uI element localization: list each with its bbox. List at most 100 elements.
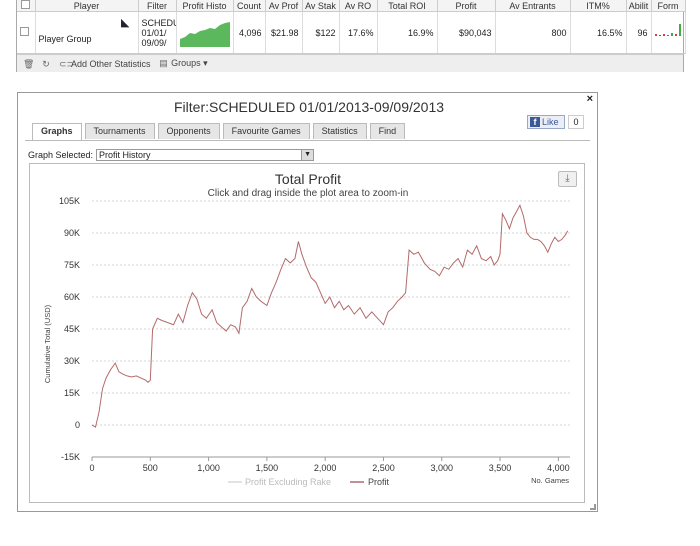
col-header-profit-histo[interactable]: Profit Histo: [176, 0, 234, 12]
total-roi-value: 16.9%: [377, 11, 438, 54]
col-header-total-roi[interactable]: Total ROI: [377, 0, 438, 12]
groups-icon: ▤: [159, 58, 168, 68]
col-header-ability[interactable]: Abilit: [626, 0, 652, 12]
form-mark: [670, 32, 673, 36]
stats-grid: Player Filter Profit Histo Count Av Prof…: [16, 0, 686, 72]
x-tick-label: 2,500: [372, 463, 395, 473]
col-header-form[interactable]: Form: [651, 0, 686, 12]
legend-profit[interactable]: Profit: [368, 477, 390, 487]
refresh-icon[interactable]: ↻: [42, 58, 50, 69]
filter-line-3: 09/09/: [141, 37, 167, 48]
stats-table: Player Filter Profit Histo Count Av Prof…: [17, 0, 686, 54]
form-mark: [674, 33, 677, 36]
popup-title-text: Filter:SCHEDULED 01/01/2013-09/09/2013: [174, 99, 445, 115]
x-tick-label: 4,000: [547, 463, 570, 473]
graph-popup-window: Filter:SCHEDULED 01/01/2013-09/09/2013 ×…: [17, 92, 598, 512]
itm-value: 16.5%: [570, 11, 627, 54]
form-sparkline[interactable]: [651, 11, 686, 54]
y-tick-label: 0: [75, 420, 80, 430]
col-header-profit[interactable]: Profit: [437, 0, 496, 12]
form-mark: [662, 33, 665, 36]
like-count: 0: [568, 115, 584, 129]
groups-button[interactable]: ▤ Groups ▾: [159, 58, 208, 69]
player-name: Player Group: [38, 33, 92, 44]
x-tick-label: 3,500: [489, 463, 512, 473]
av-profit-value: $21.98: [265, 11, 303, 54]
y-tick-label: 90K: [64, 228, 80, 238]
download-icon[interactable]: ⤓: [558, 171, 577, 187]
close-icon[interactable]: ×: [586, 93, 593, 105]
like-label: Like: [542, 117, 559, 127]
y-tick-label: 15K: [64, 388, 80, 398]
chart-legend: Profit Excluding Rake Profit: [228, 477, 390, 487]
av-entrants-value: 800: [495, 11, 571, 54]
col-header-av-profit[interactable]: Av Prof: [265, 0, 303, 12]
col-header-player[interactable]: Player: [35, 0, 139, 12]
col-header-av-entrants[interactable]: Av Entrants: [495, 0, 571, 12]
graph-selected-label: Graph Selected:: [28, 150, 94, 160]
form-mark: [678, 23, 681, 36]
y-tick-label: 75K: [64, 260, 80, 270]
col-header-av-stake[interactable]: Av Stak: [302, 0, 340, 12]
groups-label: Groups: [171, 58, 201, 68]
add-other-statistics-button[interactable]: ⊂⊃ Add Other Statistics: [59, 59, 151, 69]
link-icon: ⊂⊃: [59, 58, 75, 69]
row-checkbox[interactable]: [20, 27, 29, 36]
y-axis-label: Cumulative Total (USD): [43, 304, 52, 383]
form-mark: [666, 34, 669, 36]
x-tick-label: 0: [89, 463, 94, 473]
profit-histo-sparkline[interactable]: [176, 11, 234, 54]
chart-subtitle: Click and drag inside the plot area to z…: [208, 188, 409, 199]
col-header-itm[interactable]: ITM%: [570, 0, 627, 12]
trash-icon[interactable]: 🗑: [23, 58, 35, 69]
chart-grid: [92, 200, 570, 458]
tab-favourite-games[interactable]: Favourite Games: [222, 123, 310, 139]
chevron-down-icon[interactable]: ▼: [301, 150, 314, 160]
tab-bar: Graphs Tournaments Opponents Favourite G…: [32, 123, 406, 140]
y-tick-label: 30K: [64, 356, 80, 366]
dropdown-arrow-icon: ▾: [203, 58, 208, 68]
tab-tournaments[interactable]: Tournaments: [84, 123, 155, 139]
sparkline-area: [179, 21, 230, 47]
col-header-count[interactable]: Count: [233, 0, 266, 12]
filter-line-1: SCHEDU: [141, 17, 176, 28]
y-tick-label: 105K: [59, 196, 80, 206]
table-row[interactable]: Player Group ◣ SCHEDU 01/01/ 09/09/ 4,09…: [17, 11, 686, 54]
add-stats-label: Add Other Statistics: [71, 58, 151, 69]
y-axis-ticks: -15K 0 15K 30K 45K 60K 75K 90K 105K: [59, 196, 80, 462]
filter-cell: SCHEDU 01/01/ 09/09/: [138, 11, 177, 54]
tab-find[interactable]: Find: [369, 123, 406, 139]
tab-divider: [25, 140, 590, 141]
tab-statistics[interactable]: Statistics: [312, 123, 367, 139]
facebook-icon: f: [530, 117, 540, 127]
facebook-like-button[interactable]: f Like: [527, 115, 565, 129]
tab-opponents[interactable]: Opponents: [157, 123, 220, 139]
col-header-filter[interactable]: Filter: [138, 0, 177, 12]
graph-select-value: Profit History: [99, 150, 151, 160]
profit-value: $90,043: [437, 11, 496, 54]
select-all-checkbox[interactable]: [21, 0, 31, 9]
resize-handle[interactable]: [590, 504, 596, 510]
x-tick-label: 1,500: [256, 463, 279, 473]
x-tick-label: 1,000: [197, 463, 220, 473]
chart-svg[interactable]: Total Profit Click and drag inside the p…: [30, 164, 586, 504]
col-header-av-roi[interactable]: Av RO: [339, 0, 378, 12]
profit-series-line[interactable]: [91, 204, 569, 428]
tab-graphs[interactable]: Graphs: [32, 123, 82, 140]
av-stake-value: $122: [302, 11, 340, 54]
av-roi-value: 17.6%: [339, 11, 378, 54]
count-value: 4,096: [233, 11, 266, 54]
filter-line-2: 01/01/: [141, 27, 167, 38]
x-tick-label: 500: [143, 463, 158, 473]
legend-profit-excl-rake[interactable]: Profit Excluding Rake: [245, 477, 331, 487]
popup-title: Filter:SCHEDULED 01/01/2013-09/09/2013: [26, 99, 444, 116]
ability-value: 96: [626, 11, 652, 54]
table-header-row: Player Filter Profit Histo Count Av Prof…: [17, 0, 686, 12]
profit-chart[interactable]: Total Profit Click and drag inside the p…: [29, 163, 585, 503]
graph-select-dropdown[interactable]: Profit History ▼: [96, 149, 315, 161]
x-tick-label: 2,000: [314, 463, 337, 473]
y-tick-label: 45K: [64, 324, 80, 334]
x-axis-ticks: 0 500 1,000 1,500 2,000 2,500 3,000 3,500 4,000: [89, 457, 570, 473]
y-tick-label: -15K: [61, 452, 80, 462]
y-tick-label: 60K: [64, 292, 80, 302]
